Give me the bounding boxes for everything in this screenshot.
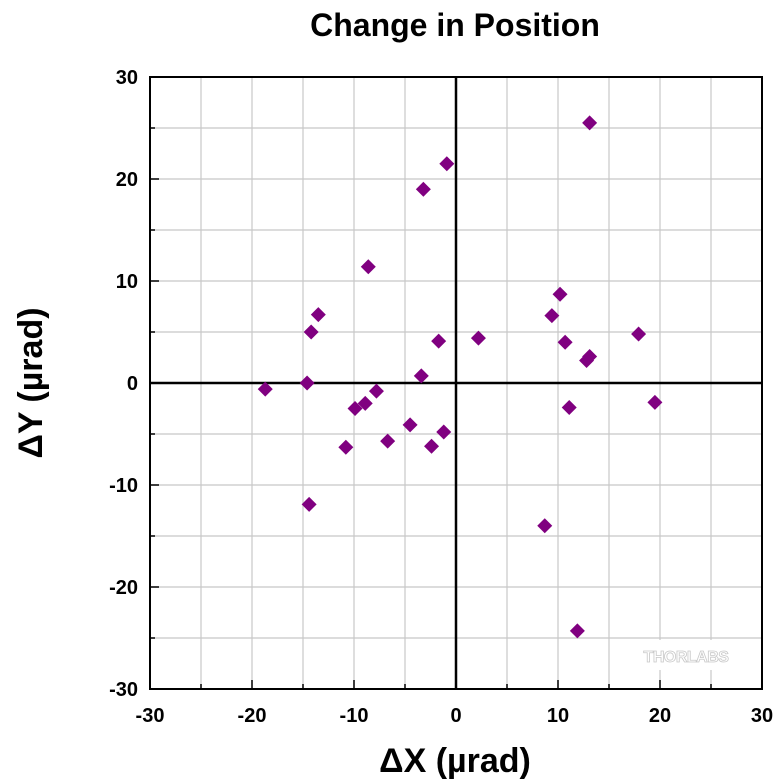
data-point <box>413 368 429 384</box>
y-tick-labels: -30 -20 -10 0 10 20 30 <box>109 67 138 701</box>
y-tick-label: 10 <box>116 271 138 293</box>
x-tick-label: 30 <box>751 705 773 727</box>
data-point <box>402 417 418 433</box>
data-point <box>631 326 647 342</box>
data-point <box>557 334 573 350</box>
x-tick-label: 20 <box>649 705 671 727</box>
watermark-logo: THORLABS <box>618 640 758 670</box>
data-point <box>439 156 455 172</box>
data-point <box>579 353 595 369</box>
thorlabs-logo: THORLABS <box>644 649 730 666</box>
y-tick-label: 0 <box>127 373 138 395</box>
plot-frame <box>149 76 763 690</box>
data-point <box>415 181 431 197</box>
data-point <box>470 330 486 346</box>
data-point <box>552 286 568 302</box>
y-tick-label: 20 <box>116 169 138 191</box>
data-point <box>347 401 363 416</box>
data-point <box>544 308 560 324</box>
logo-background <box>618 640 758 670</box>
data-point <box>301 496 317 512</box>
x-tick-label: 0 <box>450 705 461 727</box>
data-point <box>380 433 396 449</box>
data-point <box>299 375 315 391</box>
x-tick-label: 10 <box>547 705 569 727</box>
data-point <box>582 115 598 131</box>
data-points <box>257 115 663 639</box>
data-point <box>561 399 577 415</box>
x-axis-label: ΔX (µrad) <box>379 742 531 780</box>
data-point <box>368 383 384 399</box>
data-point <box>357 395 373 411</box>
x-tick-label: -10 <box>340 705 369 727</box>
y-tick-label: -10 <box>109 475 138 497</box>
x-tick-label: -20 <box>238 705 267 727</box>
y-tick-label: -30 <box>109 679 138 701</box>
data-point <box>647 394 663 410</box>
x-tick-labels: -30 -20 -10 0 20 30 10 <box>136 705 774 727</box>
data-point <box>303 324 319 340</box>
y-tick-label: 30 <box>116 67 138 89</box>
data-point <box>569 623 585 639</box>
data-point <box>257 381 273 397</box>
zero-axis-lines <box>150 77 762 689</box>
data-point <box>431 333 447 349</box>
y-axis-label: ΔY (µrad) <box>12 307 50 458</box>
data-point <box>338 439 354 455</box>
data-point <box>360 259 376 275</box>
data-point <box>537 518 553 534</box>
data-point <box>424 438 440 454</box>
data-point <box>310 307 326 323</box>
chart-title: Change in Position <box>310 7 600 43</box>
x-tick-label: -30 <box>136 705 165 727</box>
data-point <box>436 424 452 440</box>
y-tick-label: -20 <box>109 577 138 599</box>
